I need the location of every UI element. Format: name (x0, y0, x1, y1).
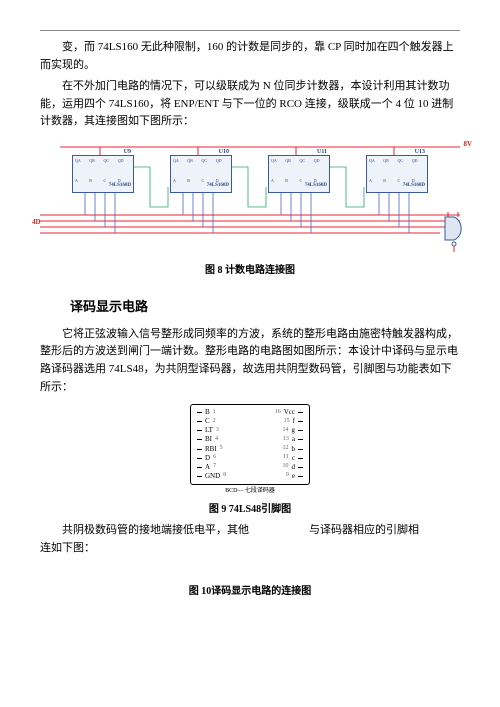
chip-u13: U1374LS160DQAQBQCQDABCD (366, 155, 428, 193)
top-divider (40, 30, 460, 31)
pin-row-5: RBI512b (197, 445, 303, 454)
label-4d: 4D (32, 217, 41, 228)
chip-ref: U9 (124, 148, 131, 158)
counter-circuit-figure: 4D 8V U974LS160DQAQBQCQDABCDU1074LS160DQ… (40, 137, 460, 257)
pin-row-8: GND89e (197, 472, 303, 481)
decoder-para-2: 共阴极数码管的接地端接低电平，其他 与译码器相应的引脚相 (40, 522, 460, 540)
figure8-caption: 图 8 计数电路连接图 (40, 263, 460, 279)
decoder-para-3: 连如下图： (40, 540, 460, 558)
figure10-caption: 图 10译码显示电路的连接图 (40, 584, 460, 600)
chip-ref: U11 (317, 148, 327, 158)
pin-row-7: A710d (197, 463, 303, 472)
pin-row-4: BI413a (197, 435, 303, 444)
chip-ref: U13 (415, 148, 425, 158)
figure9-caption: 图 9 74LS48引脚图 (40, 502, 460, 518)
chip-part: 74LS160D (207, 182, 229, 190)
para2-right: 与译码器相应的引脚相 (309, 522, 419, 540)
pin-row-2: C215f (197, 417, 303, 426)
label-8v: 8V (463, 139, 472, 150)
nand-gate-icon (440, 212, 470, 252)
chip-u10: U1074LS160DQAQBQCQDABCD (170, 155, 232, 193)
pin-row-1: B116Vcc (197, 408, 303, 417)
para-2: 在不外加门电路的情况下，可以级联成为 N 位同步计数器，本设计利用其计数功能，运… (40, 78, 460, 131)
para-1: 变，而 74LS160 无此种限制，160 的计数是同步的，靠 CP 同时加在四… (40, 39, 460, 74)
decoder-para-1: 它将正弦波输入信号整形成同频率的方波，系统的整形电路由施密特触发器构成，整形后的… (40, 326, 460, 396)
decoder-section-title: 译码显示电路 (70, 297, 460, 318)
chip-part: 74LS160D (109, 182, 131, 190)
chip-ref: U10 (219, 148, 229, 158)
pin-row-6: D611c (197, 454, 303, 463)
pinout-74ls48: B116VccC215fLT314gBI413aRBI512bD611cA710… (190, 404, 310, 496)
chip-part: 74LS160D (403, 182, 425, 190)
pinout-bottom-label: BCD— 七段译码器 (190, 487, 310, 497)
chip-u9: U974LS160DQAQBQCQDABCD (72, 155, 134, 193)
para2-left: 共阴极数码管的接地端接低电平，其他 (40, 522, 249, 540)
pin-row-3: LT314g (197, 426, 303, 435)
chip-u11: U1174LS160DQAQBQCQDABCD (268, 155, 330, 193)
chip-part: 74LS160D (305, 182, 327, 190)
